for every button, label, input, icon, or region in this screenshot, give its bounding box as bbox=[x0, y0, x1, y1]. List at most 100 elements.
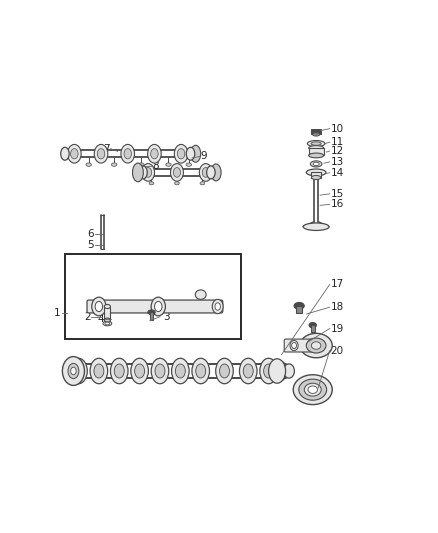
Ellipse shape bbox=[105, 322, 110, 325]
Ellipse shape bbox=[172, 358, 189, 384]
Ellipse shape bbox=[97, 149, 105, 159]
Ellipse shape bbox=[211, 164, 221, 181]
Ellipse shape bbox=[192, 358, 209, 384]
Ellipse shape bbox=[174, 144, 188, 163]
Ellipse shape bbox=[114, 364, 124, 378]
Ellipse shape bbox=[186, 163, 191, 166]
Ellipse shape bbox=[309, 146, 324, 150]
Ellipse shape bbox=[148, 310, 155, 314]
Ellipse shape bbox=[124, 149, 131, 159]
Ellipse shape bbox=[311, 175, 321, 180]
Text: 16: 16 bbox=[330, 199, 344, 209]
Text: 7: 7 bbox=[103, 144, 110, 154]
Text: 3: 3 bbox=[162, 312, 170, 322]
Ellipse shape bbox=[215, 303, 220, 310]
Ellipse shape bbox=[95, 302, 102, 312]
Ellipse shape bbox=[202, 167, 209, 177]
Ellipse shape bbox=[175, 182, 179, 185]
Ellipse shape bbox=[311, 161, 322, 167]
Ellipse shape bbox=[173, 167, 180, 177]
Bar bbox=[311, 172, 321, 177]
Ellipse shape bbox=[151, 297, 166, 316]
Ellipse shape bbox=[299, 379, 327, 400]
Ellipse shape bbox=[134, 364, 145, 378]
Bar bbox=[297, 306, 302, 313]
Text: 19: 19 bbox=[330, 324, 344, 334]
Ellipse shape bbox=[61, 147, 69, 160]
Ellipse shape bbox=[170, 164, 184, 181]
Ellipse shape bbox=[306, 169, 326, 176]
Ellipse shape bbox=[272, 361, 287, 381]
Ellipse shape bbox=[215, 358, 233, 384]
Ellipse shape bbox=[313, 162, 319, 166]
Text: 18: 18 bbox=[330, 302, 344, 312]
Ellipse shape bbox=[304, 383, 321, 396]
Text: 20: 20 bbox=[330, 345, 343, 356]
Ellipse shape bbox=[111, 163, 117, 166]
FancyBboxPatch shape bbox=[87, 300, 223, 313]
Bar bbox=[311, 129, 321, 134]
Ellipse shape bbox=[309, 153, 324, 158]
Ellipse shape bbox=[74, 364, 84, 378]
Bar bbox=[104, 306, 110, 320]
Ellipse shape bbox=[94, 364, 104, 378]
Bar bbox=[65, 254, 241, 339]
Ellipse shape bbox=[293, 375, 332, 405]
Ellipse shape bbox=[139, 166, 147, 179]
Ellipse shape bbox=[312, 133, 320, 136]
Text: 5: 5 bbox=[88, 240, 94, 250]
Ellipse shape bbox=[155, 364, 165, 378]
Ellipse shape bbox=[240, 358, 257, 384]
Ellipse shape bbox=[103, 321, 112, 326]
Ellipse shape bbox=[308, 386, 318, 393]
Text: 10: 10 bbox=[330, 124, 343, 134]
Ellipse shape bbox=[104, 318, 110, 322]
Ellipse shape bbox=[306, 338, 326, 353]
Ellipse shape bbox=[309, 322, 317, 328]
Ellipse shape bbox=[303, 223, 329, 230]
Ellipse shape bbox=[151, 358, 169, 384]
Ellipse shape bbox=[200, 182, 205, 185]
Ellipse shape bbox=[207, 166, 215, 179]
Ellipse shape bbox=[219, 364, 230, 378]
Text: 1: 1 bbox=[54, 308, 61, 318]
Ellipse shape bbox=[94, 144, 108, 163]
Ellipse shape bbox=[300, 333, 332, 358]
Ellipse shape bbox=[121, 144, 134, 163]
Ellipse shape bbox=[104, 304, 110, 309]
Ellipse shape bbox=[175, 364, 185, 378]
Ellipse shape bbox=[92, 297, 106, 316]
Ellipse shape bbox=[145, 167, 152, 177]
Text: 14: 14 bbox=[330, 168, 344, 178]
Ellipse shape bbox=[151, 149, 158, 159]
Ellipse shape bbox=[243, 364, 253, 378]
Ellipse shape bbox=[268, 359, 286, 383]
Bar bbox=[309, 148, 324, 156]
Ellipse shape bbox=[148, 144, 161, 163]
Text: 9: 9 bbox=[201, 151, 207, 161]
Ellipse shape bbox=[186, 147, 195, 160]
Ellipse shape bbox=[67, 144, 81, 163]
Bar bbox=[150, 312, 153, 320]
Ellipse shape bbox=[195, 290, 206, 300]
Text: 2: 2 bbox=[84, 312, 91, 322]
Text: 8: 8 bbox=[152, 161, 159, 171]
Ellipse shape bbox=[276, 365, 283, 377]
Ellipse shape bbox=[62, 357, 85, 385]
Text: 11: 11 bbox=[330, 137, 344, 147]
Ellipse shape bbox=[71, 367, 76, 375]
Ellipse shape bbox=[177, 149, 185, 159]
Ellipse shape bbox=[166, 163, 171, 166]
Ellipse shape bbox=[138, 163, 144, 166]
Ellipse shape bbox=[260, 358, 277, 384]
Ellipse shape bbox=[311, 142, 321, 146]
Ellipse shape bbox=[155, 302, 162, 312]
Bar bbox=[311, 325, 315, 332]
Ellipse shape bbox=[199, 164, 212, 181]
Ellipse shape bbox=[294, 302, 304, 309]
Ellipse shape bbox=[264, 364, 274, 378]
Ellipse shape bbox=[70, 358, 87, 384]
Ellipse shape bbox=[71, 149, 78, 159]
Text: 4: 4 bbox=[98, 314, 104, 325]
Ellipse shape bbox=[196, 364, 206, 378]
